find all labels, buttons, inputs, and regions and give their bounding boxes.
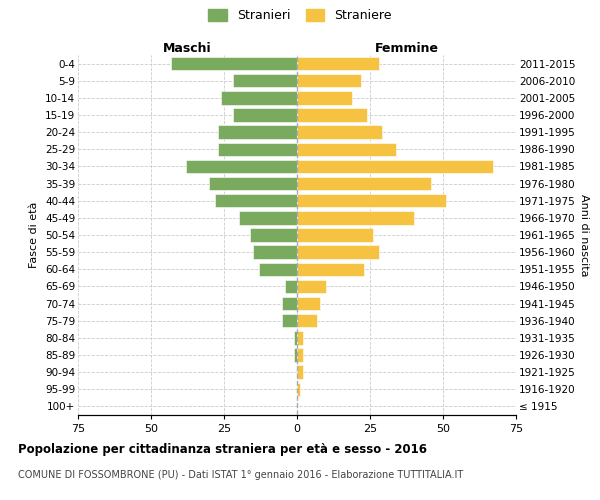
Bar	[218, 142, 297, 156]
Bar	[283, 297, 297, 310]
Bar	[172, 57, 297, 70]
Bar	[297, 280, 326, 293]
Bar	[297, 228, 373, 241]
Bar	[259, 262, 297, 276]
Bar	[233, 74, 297, 88]
Bar	[253, 246, 297, 259]
Bar	[294, 348, 297, 362]
Bar	[297, 57, 379, 70]
Bar	[297, 126, 382, 139]
Bar	[283, 314, 297, 328]
Text: Popolazione per cittadinanza straniera per età e sesso - 2016: Popolazione per cittadinanza straniera p…	[18, 442, 427, 456]
Bar	[297, 91, 352, 104]
Bar	[286, 280, 297, 293]
Text: Maschi: Maschi	[163, 42, 212, 55]
Bar	[209, 177, 297, 190]
Bar	[250, 228, 297, 241]
Bar	[297, 211, 414, 224]
Legend: Stranieri, Straniere: Stranieri, Straniere	[206, 6, 394, 25]
Bar	[297, 142, 396, 156]
Bar	[297, 262, 364, 276]
Bar	[297, 297, 320, 310]
Bar	[218, 126, 297, 139]
Bar	[239, 211, 297, 224]
Bar	[297, 314, 317, 328]
Bar	[297, 160, 493, 173]
Bar	[297, 177, 431, 190]
Bar	[215, 194, 297, 207]
Bar	[297, 382, 300, 396]
Text: Femmine: Femmine	[374, 42, 439, 55]
Bar	[297, 74, 361, 88]
Y-axis label: Anni di nascita: Anni di nascita	[580, 194, 589, 276]
Bar	[233, 108, 297, 122]
Bar	[294, 331, 297, 344]
Bar	[297, 246, 379, 259]
Bar	[297, 331, 303, 344]
Bar	[186, 160, 297, 173]
Text: COMUNE DI FOSSOMBRONE (PU) - Dati ISTAT 1° gennaio 2016 - Elaborazione TUTTITALI: COMUNE DI FOSSOMBRONE (PU) - Dati ISTAT …	[18, 470, 463, 480]
Bar	[297, 366, 303, 379]
Y-axis label: Fasce di età: Fasce di età	[29, 202, 40, 268]
Bar	[221, 91, 297, 104]
Bar	[297, 348, 303, 362]
Bar	[297, 194, 446, 207]
Bar	[297, 108, 367, 122]
